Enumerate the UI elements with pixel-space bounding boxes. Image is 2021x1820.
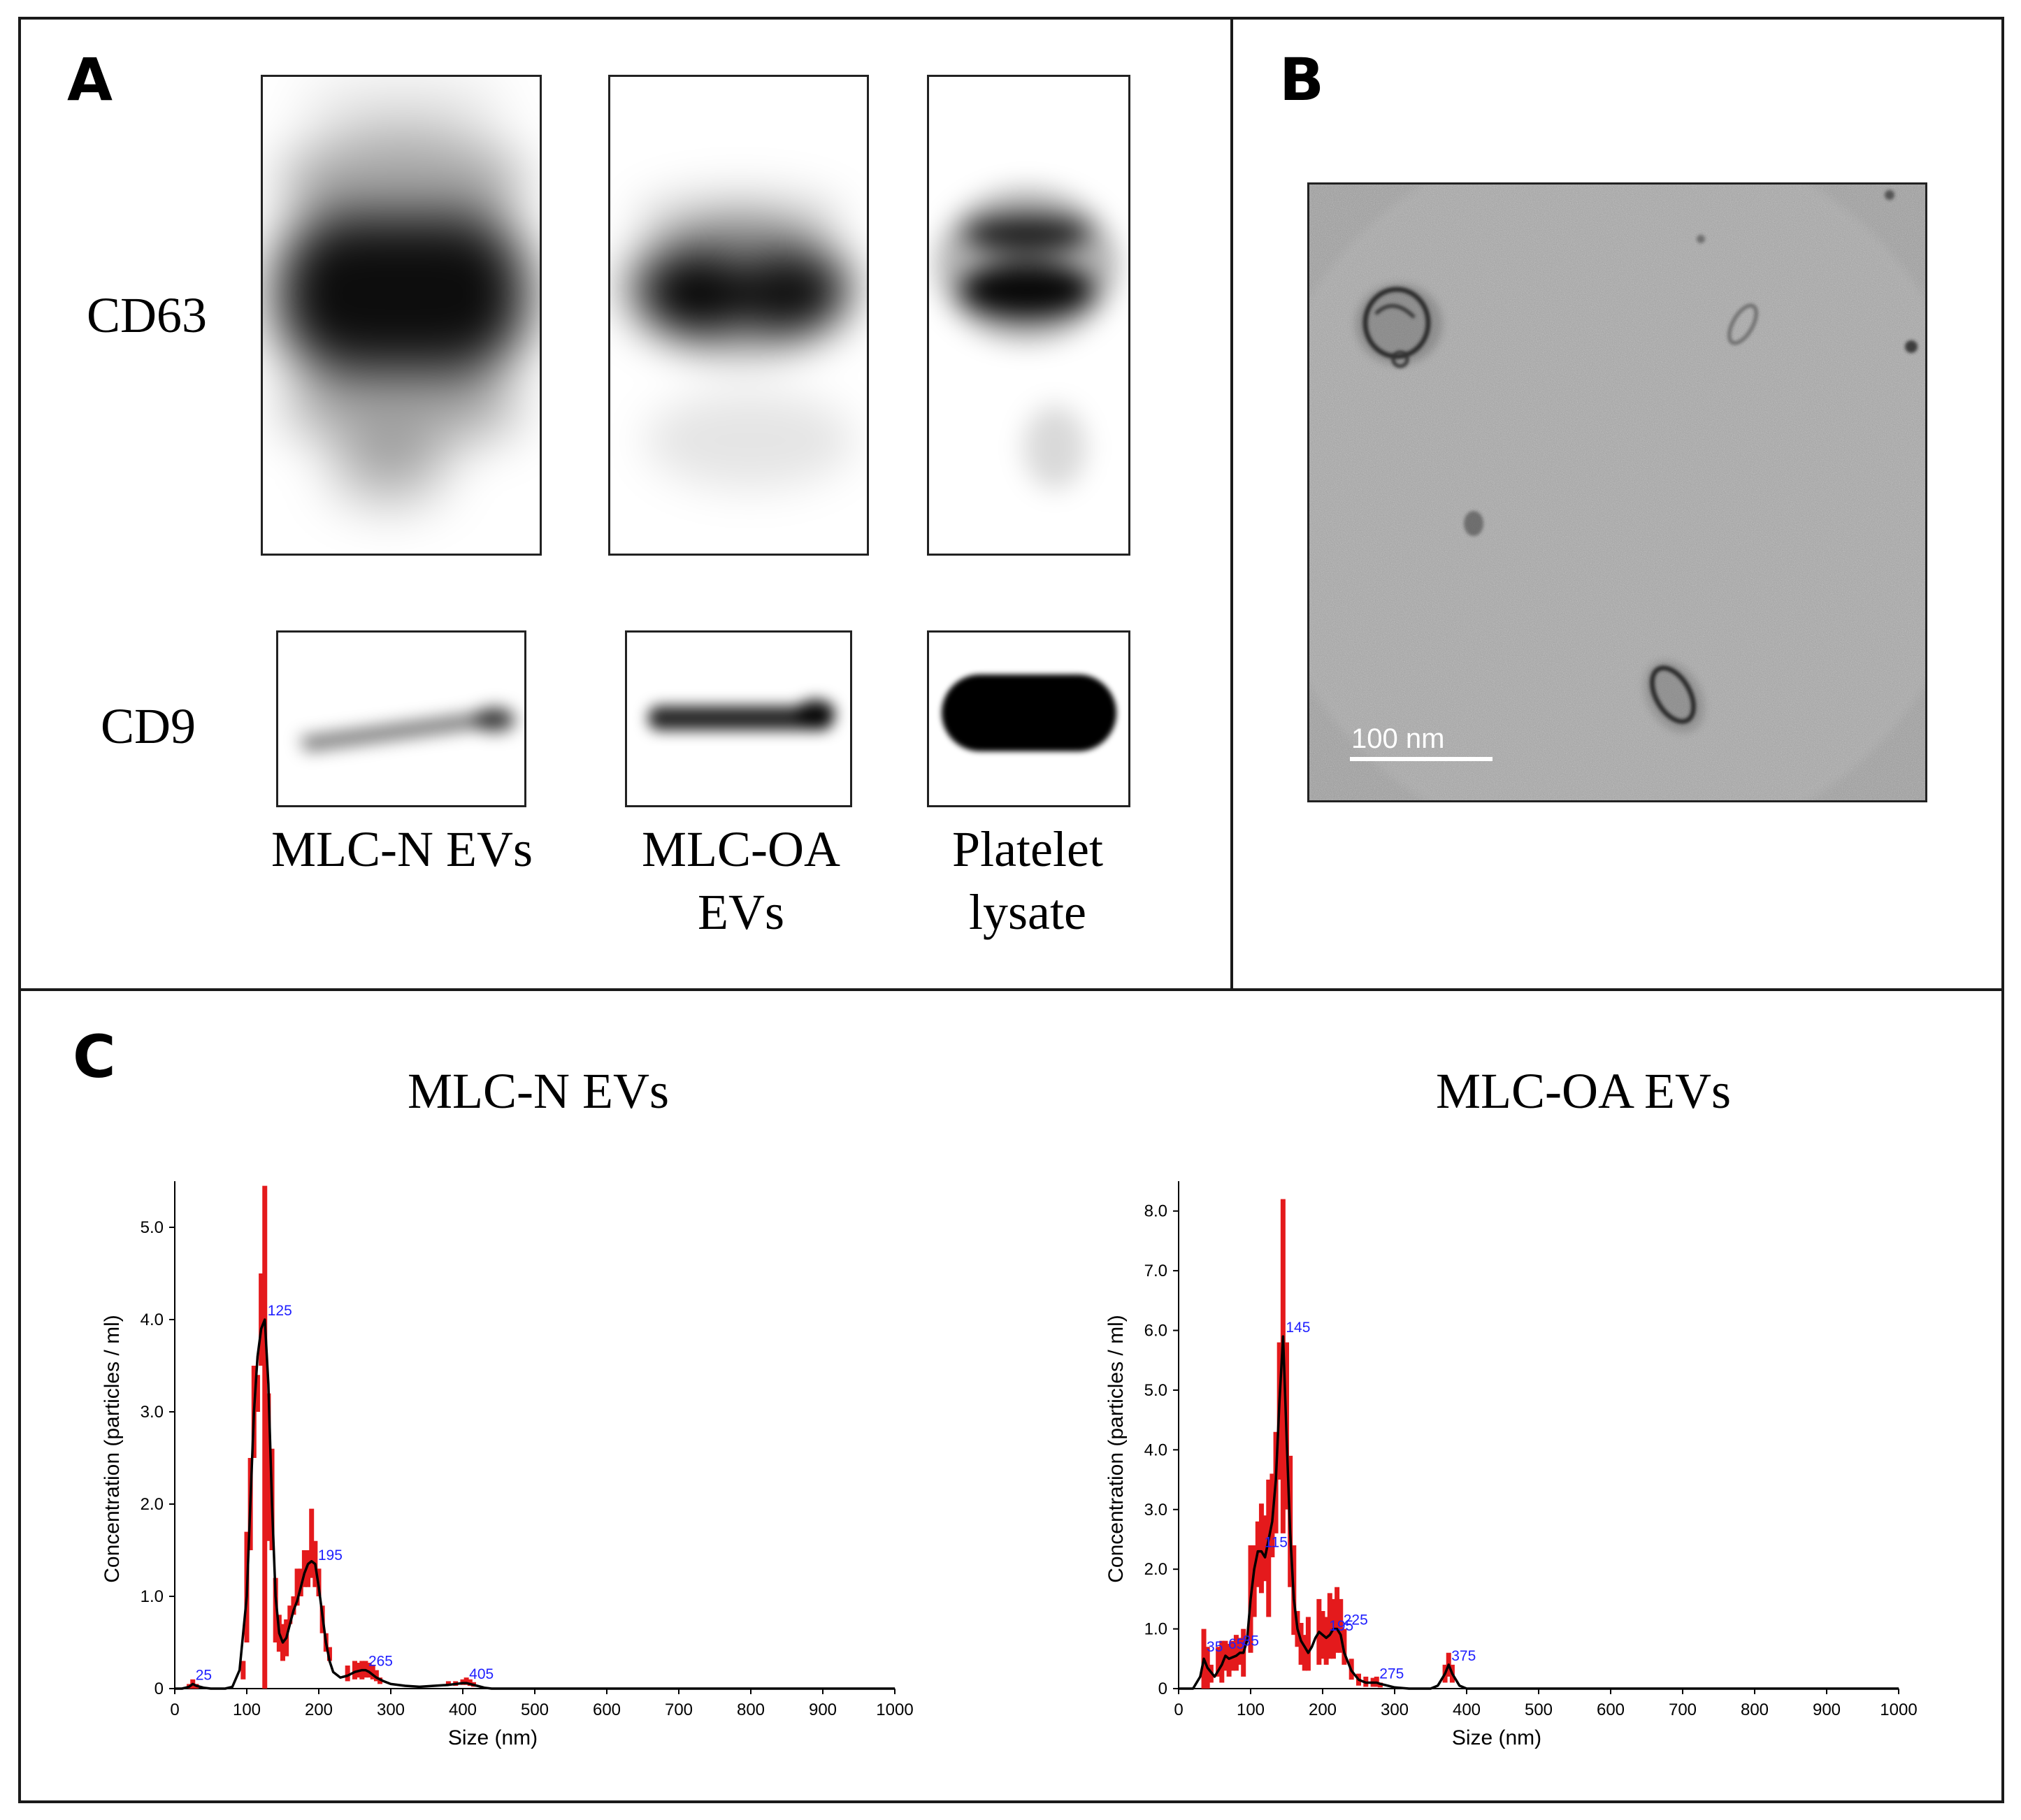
- x-tick-label: 800: [1741, 1700, 1769, 1719]
- x-tick-label: 400: [1453, 1700, 1481, 1719]
- panel-b-letter: B: [1279, 45, 1325, 114]
- y-tick-label: 6.0: [1144, 1322, 1167, 1341]
- chart-title-mlc-oa: MLC-OA EVs: [1435, 1063, 1731, 1119]
- x-tick-label: 900: [809, 1700, 837, 1719]
- panel-c-frame: [18, 988, 2004, 1803]
- peak-label: 85: [1243, 1633, 1259, 1649]
- y-tick-label: 5.0: [141, 1218, 164, 1237]
- y-tick-label: 4.0: [141, 1310, 164, 1329]
- y-axis-label: Concentration (particles / ml): [1105, 1315, 1128, 1582]
- y-tick-label: 0: [154, 1680, 164, 1698]
- lane-label-mlc-oa-line1: MLC-OA: [642, 821, 840, 877]
- x-axis-label: Size (nm): [448, 1726, 538, 1749]
- lane-label-mlc-n-line1: MLC-N EVs: [271, 821, 533, 877]
- x-tick-label: 500: [521, 1700, 549, 1719]
- x-tick-label: 400: [449, 1700, 477, 1719]
- peak-label: 275: [1379, 1666, 1404, 1682]
- x-tick-label: 600: [593, 1700, 621, 1719]
- x-tick-label: 700: [1669, 1700, 1697, 1719]
- lane-label-mlc-oa: MLC-OA EVs: [573, 818, 909, 944]
- peak-label: 195: [318, 1547, 343, 1563]
- y-tick-label: 8.0: [1144, 1202, 1167, 1221]
- lane-label-mlc-oa-line2: EVs: [698, 884, 784, 940]
- peak-label: 405: [469, 1666, 494, 1682]
- cd63-blot-mlc-oa: [608, 75, 869, 556]
- peak-label: 265: [368, 1654, 393, 1670]
- lane-label-platelet: Platelet lysate: [874, 818, 1181, 944]
- lane-label-platelet-line2: lysate: [969, 884, 1086, 940]
- y-tick-label: 2.0: [1144, 1560, 1167, 1579]
- cd63-blot-platelet: [927, 75, 1130, 556]
- y-tick-label: 5.0: [1144, 1381, 1167, 1400]
- row-label-cd9: CD9: [101, 698, 196, 754]
- x-tick-label: 200: [305, 1700, 333, 1719]
- x-tick-label: 1000: [1880, 1700, 1917, 1719]
- chart-title-mlc-n: MLC-N EVs: [408, 1063, 669, 1119]
- peak-label: 375: [1451, 1648, 1476, 1664]
- x-tick-label: 0: [170, 1700, 179, 1719]
- x-tick-label: 500: [1525, 1700, 1553, 1719]
- series-line: [1179, 1335, 1899, 1690]
- peak-label: 145: [1286, 1320, 1310, 1336]
- y-tick-label: 2.0: [141, 1495, 164, 1514]
- vesicle-2: [1644, 660, 1704, 733]
- tem-micrograph: 100 nm: [1307, 182, 1927, 802]
- x-tick-label: 300: [1381, 1700, 1409, 1719]
- cd63-blot-mlc-n: [261, 75, 542, 556]
- cd9-blot-platelet: [927, 630, 1130, 807]
- y-tick-label: 1.0: [1144, 1620, 1167, 1639]
- peak-label: 65: [1228, 1636, 1244, 1652]
- x-axis-label: Size (nm): [1452, 1726, 1541, 1749]
- x-tick-label: 700: [665, 1700, 693, 1719]
- panel-a-letter: A: [67, 45, 113, 114]
- lane-label-platelet-line1: Platelet: [952, 821, 1103, 877]
- cd9-blot-mlc-n: [276, 630, 526, 807]
- peak-label: 35: [1207, 1639, 1223, 1655]
- y-tick-label: 4.0: [1144, 1440, 1167, 1459]
- nta-chart-mlc-n: 0 100 200 300 400 500 600 700 800 900 1000 0 1.0 2.0 3…: [101, 1181, 914, 1749]
- y-tick-label: 3.0: [1144, 1501, 1167, 1519]
- x-tick-label: 100: [1237, 1700, 1265, 1719]
- nta-chart-mlc-oa: 0 100 200 300 400 500 600 700 800 900 1000 0 1.0 2.0 3…: [1105, 1181, 1918, 1749]
- x-tick-label: 100: [233, 1700, 261, 1719]
- cd9-blot-mlc-oa: [625, 630, 852, 807]
- x-tick-label: 300: [377, 1700, 405, 1719]
- peak-label: 115: [1264, 1535, 1287, 1551]
- x-tick-label: 800: [737, 1700, 765, 1719]
- peak-label: 225: [1344, 1612, 1368, 1628]
- peak-label: 195: [1329, 1618, 1353, 1634]
- y-axis-label: Concentration (particles / ml): [101, 1315, 124, 1582]
- y-tick-label: 3.0: [141, 1403, 164, 1422]
- panel-c-letter: C: [73, 1023, 116, 1091]
- series-line: [175, 1318, 895, 1690]
- x-tick-label: 900: [1813, 1700, 1841, 1719]
- peak-label: 125: [268, 1303, 292, 1319]
- x-tick-label: 1000: [876, 1700, 913, 1719]
- y-tick-label: 7.0: [1144, 1262, 1167, 1280]
- peak-label: 25: [196, 1667, 212, 1683]
- x-tick-label: 200: [1309, 1700, 1337, 1719]
- row-label-cd63: CD63: [87, 287, 208, 343]
- x-tick-label: 600: [1597, 1700, 1625, 1719]
- y-tick-label: 1.0: [141, 1587, 164, 1606]
- y-tick-label: 0: [1158, 1680, 1167, 1698]
- vesicle-1: [1355, 284, 1442, 368]
- lane-label-mlc-n: MLC-N EVs: [231, 818, 573, 881]
- x-tick-label: 0: [1174, 1700, 1183, 1719]
- scale-bar-label: 100 nm: [1351, 723, 1444, 754]
